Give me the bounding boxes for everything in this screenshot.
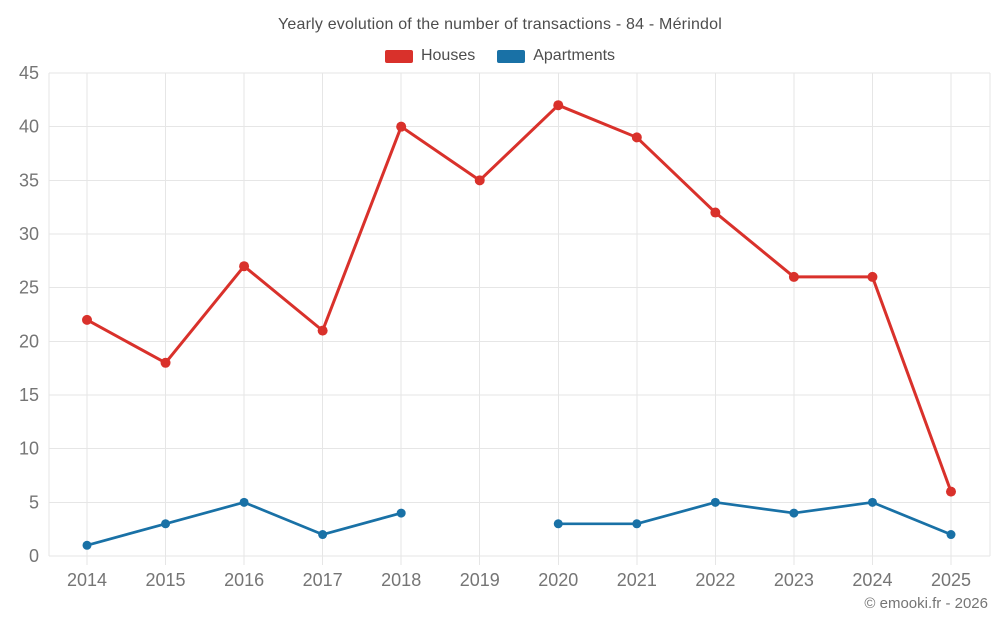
x-axis-tick-label: 2020	[538, 570, 578, 590]
x-axis-tick-label: 2024	[852, 570, 892, 590]
x-axis-tick-label: 2017	[303, 570, 343, 590]
data-point-houses-2024[interactable]	[867, 271, 878, 282]
data-point-apartments-2024[interactable]	[867, 497, 877, 507]
x-axis-tick-label: 2021	[617, 570, 657, 590]
y-axis-tick-label: 15	[19, 385, 39, 405]
data-point-houses-2016[interactable]	[239, 261, 250, 272]
data-point-apartments-2021[interactable]	[632, 519, 642, 529]
data-point-apartments-2016[interactable]	[239, 497, 249, 507]
series-line-houses	[85, 103, 953, 494]
y-axis-tick-label: 45	[19, 63, 39, 83]
data-point-houses-2018[interactable]	[396, 121, 407, 132]
x-axis-tick-label: 2014	[67, 570, 107, 590]
data-point-houses-2023[interactable]	[788, 271, 799, 282]
data-point-apartments-2025[interactable]	[946, 530, 956, 540]
legend-label-houses: Houses	[420, 47, 476, 64]
copyright-credit: © emooki.fr - 2026	[864, 595, 988, 612]
x-axis-tick-label: 2025	[931, 570, 971, 590]
series-line-apartments	[556, 500, 953, 536]
data-point-apartments-2015[interactable]	[161, 519, 171, 529]
y-axis-tick-label: 20	[19, 331, 39, 351]
legend-item-houses[interactable]: Houses	[384, 47, 476, 65]
x-axis-tick-label: 2016	[224, 570, 264, 590]
chart-legend: Houses Apartments	[0, 46, 1000, 66]
legend-label-apartments: Apartments	[533, 47, 616, 64]
y-axis-tick-label: 30	[19, 224, 39, 244]
data-point-houses-2019[interactable]	[474, 175, 485, 186]
data-point-apartments-2020[interactable]	[553, 519, 563, 529]
data-point-apartments-2017[interactable]	[318, 530, 328, 540]
y-axis-tick-label: 40	[19, 117, 39, 137]
y-axis-tick-label: 0	[29, 546, 39, 566]
data-point-apartments-2023[interactable]	[789, 508, 799, 518]
x-axis-tick-label: 2022	[695, 570, 735, 590]
data-point-houses-2022[interactable]	[710, 207, 721, 218]
legend-item-apartments[interactable]: Apartments	[497, 47, 615, 65]
data-point-houses-2014[interactable]	[82, 314, 92, 325]
data-point-apartments-2022[interactable]	[710, 497, 720, 507]
data-point-houses-2025[interactable]	[945, 486, 956, 497]
data-point-apartments-2018[interactable]	[396, 508, 406, 518]
x-axis-tick-label: 2018	[381, 570, 421, 590]
y-axis-tick-label: 5	[29, 492, 39, 512]
apartments-legend-swatch-icon	[497, 49, 526, 63]
data-point-houses-2017[interactable]	[317, 325, 328, 336]
data-point-apartments-2014[interactable]	[82, 540, 92, 550]
x-axis-tick-label: 2019	[460, 570, 500, 590]
data-point-houses-2021[interactable]	[631, 132, 642, 143]
x-axis-tick-label: 2015	[146, 570, 186, 590]
chart-title: Yearly evolution of the number of transa…	[277, 16, 723, 33]
houses-legend-swatch-icon	[384, 49, 413, 63]
y-axis-tick-label: 35	[19, 170, 39, 190]
y-axis-tick-label: 10	[19, 439, 39, 459]
data-point-houses-2015[interactable]	[160, 357, 171, 368]
data-point-houses-2020[interactable]	[553, 100, 564, 111]
x-axis-tick-label: 2023	[774, 570, 814, 590]
y-axis-tick-label: 25	[19, 278, 39, 298]
